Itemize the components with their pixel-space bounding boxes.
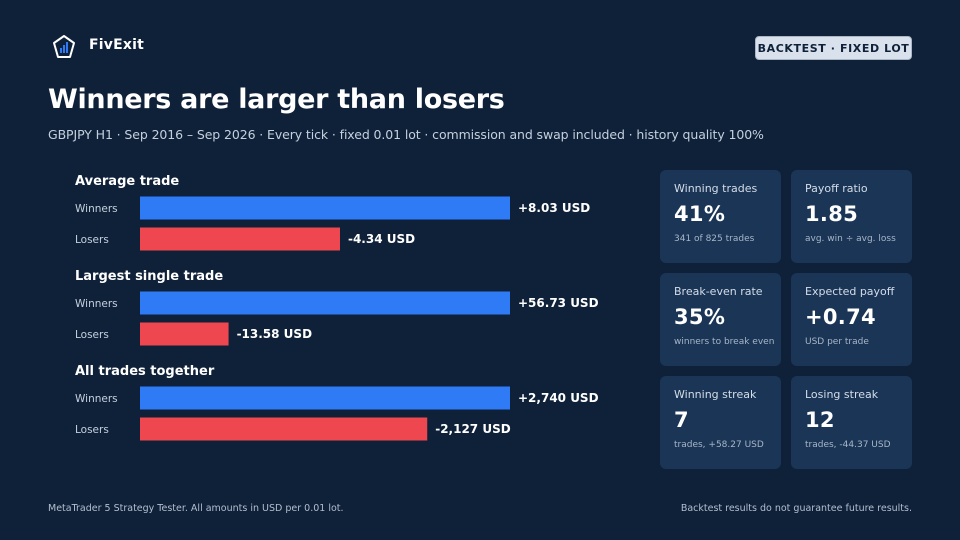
card-break-even-rate: Break-even rate 35% winners to break eve…: [660, 273, 781, 366]
group-title: Largest single trade: [75, 269, 223, 284]
card-label: Winning trades: [674, 182, 758, 195]
losers-bar: [140, 417, 428, 441]
group-title: Average trade: [75, 174, 179, 189]
bar-value-label: +56.73 USD: [518, 296, 599, 310]
row-label: Losers: [75, 329, 109, 341]
footer-disclaimer: Backtest results do not guarantee future…: [680, 503, 912, 514]
row-label: Losers: [75, 234, 109, 246]
winners-bar: [140, 386, 510, 410]
card-note: 341 of 825 trades: [674, 234, 755, 244]
card-label: Losing streak: [805, 388, 879, 401]
group-title: All trades together: [75, 364, 215, 379]
bar-value-label: -4.34 USD: [348, 232, 415, 246]
brand-name: FivExit: [89, 37, 144, 53]
card-value: 12: [805, 408, 835, 432]
card-value: 1.85: [805, 202, 859, 226]
card-losing-streak: Losing streak 12 trades, -44.37 USD: [791, 376, 912, 469]
row-label: Winners: [75, 203, 118, 215]
card-payoff-ratio: Payoff ratio 1.85 avg. win ÷ avg. loss: [791, 170, 912, 263]
card-value: 35%: [674, 305, 726, 329]
card-note: trades, +58.27 USD: [674, 440, 764, 450]
winners-bar: [140, 291, 510, 315]
card-label: Break-even rate: [674, 285, 763, 298]
losers-bar: [140, 322, 229, 346]
backtest-badge: BACKTEST · FIXED LOT: [755, 36, 912, 60]
losers-bar: [140, 227, 340, 251]
row-label: Winners: [75, 393, 118, 405]
card-value: 41%: [674, 202, 726, 226]
card-value: 7: [674, 408, 689, 432]
page-title: Winners are larger than losers: [48, 84, 505, 115]
card-note: USD per trade: [805, 337, 869, 347]
bar-value-label: -2,127 USD: [435, 422, 511, 436]
bar-value-label: +8.03 USD: [518, 201, 590, 215]
row-label: Winners: [75, 298, 118, 310]
card-winning-streak: Winning streak 7 trades, +58.27 USD: [660, 376, 781, 469]
card-label: Payoff ratio: [805, 182, 868, 195]
fivexit-logo-icon: [53, 35, 75, 58]
page-subtitle: GBPJPY H1 · Sep 2016 – Sep 2026 · Every …: [48, 127, 764, 142]
winners-bar: [140, 196, 510, 220]
card-note: winners to break even: [674, 337, 775, 347]
bar-value-label: -13.58 USD: [237, 327, 313, 341]
card-expected-payoff: Expected payoff +0.74 USD per trade: [791, 273, 912, 366]
card-label: Expected payoff: [805, 285, 895, 298]
card-note: trades, -44.37 USD: [805, 440, 891, 450]
card-value: +0.74: [805, 305, 876, 329]
card-note: avg. win ÷ avg. loss: [805, 234, 896, 244]
card-winning-trades: Winning trades 41% 341 of 825 trades: [660, 170, 781, 263]
bar-value-label: +2,740 USD: [518, 391, 599, 405]
row-label: Losers: [75, 424, 109, 436]
footer-source-note: MetaTrader 5 Strategy Tester. All amount…: [48, 503, 344, 514]
card-label: Winning streak: [674, 388, 757, 401]
